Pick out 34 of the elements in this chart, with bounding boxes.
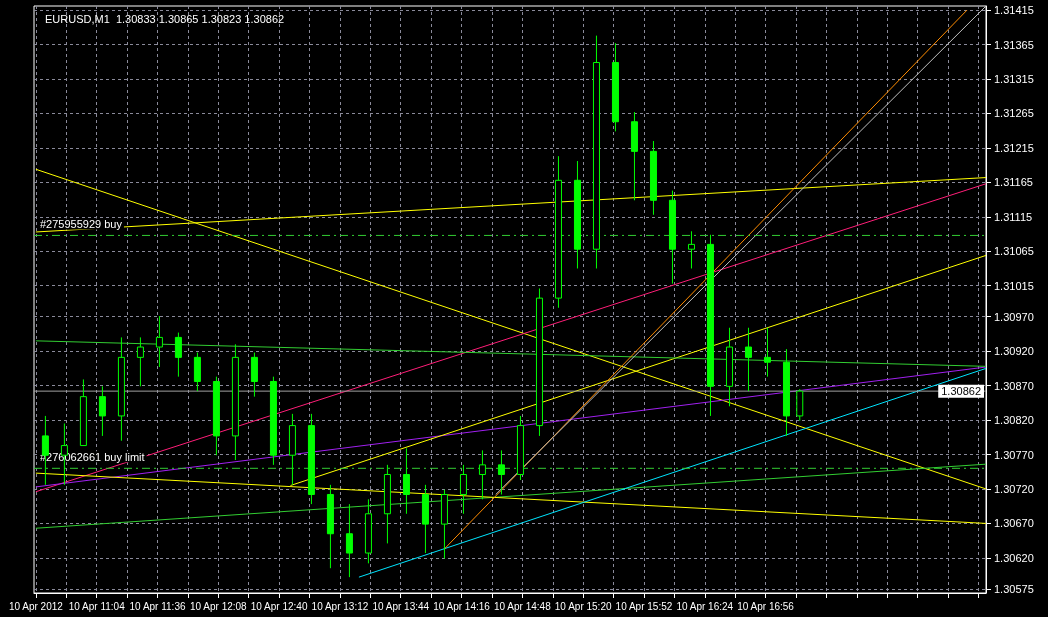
x-tick-label: 10 Apr 12:08 [189, 600, 248, 612]
y-tick-label: 1.30670 [994, 517, 1034, 530]
x-tick-label: 10 Apr 15:20 [554, 600, 612, 612]
x-tick-label: 10 Apr 12:40 [250, 600, 308, 612]
x-tick-label: 10 Apr 15:52 [615, 600, 673, 612]
x-tick-label: 10 Apr 14:16 [433, 600, 491, 612]
x-tick-label: 10 Apr 13:12 [311, 600, 369, 612]
y-tick-label: 1.31065 [994, 245, 1034, 258]
y-tick-label: 1.31015 [994, 279, 1034, 292]
x-tick-label: 10 Apr 14:48 [493, 600, 552, 612]
y-tick-label: 1.30620 [994, 551, 1034, 564]
text: EURUSD,M1 1.30833 1.30865 1.30823 1.30862 [45, 12, 285, 25]
y-tick-label: 1.30920 [994, 345, 1034, 358]
y-tick-label: 1.31215 [994, 141, 1034, 154]
x-tick-label: 10 Apr 11:04 [68, 600, 126, 612]
y-tick-label: 1.31115 [994, 210, 1033, 223]
y-tick-label: 1.31415 [994, 4, 1034, 17]
x-tick-label: 10 Apr 16:56 [737, 600, 795, 612]
y-tick-label: 1.31165 [994, 176, 1033, 189]
x-tick-label: 10 Apr 16:24 [676, 600, 734, 612]
y-tick-label: 1.30970 [994, 310, 1034, 323]
y-tick-label: 1.31315 [994, 73, 1034, 86]
y-tick-label: 1.31265 [994, 107, 1034, 120]
y-tick-label: 1.30720 [994, 482, 1034, 495]
y-tick-label: 1.30770 [994, 448, 1034, 461]
y-tick-label: 1.31365 [994, 38, 1034, 51]
x-tick-label: 10 Apr 13:44 [372, 600, 430, 612]
ref-line-label: 1.30862 [941, 385, 981, 398]
y-tick-label: 1.30820 [994, 414, 1034, 427]
ref-line-label: #275955929 buy [40, 217, 123, 230]
x-tick-label: 10 Apr 2012 [8, 600, 64, 612]
y-tick-label: 1.30870 [994, 379, 1034, 392]
x-tick-label: 10 Apr 11:36 [129, 600, 186, 612]
y-tick-label: 1.30575 [994, 582, 1034, 595]
